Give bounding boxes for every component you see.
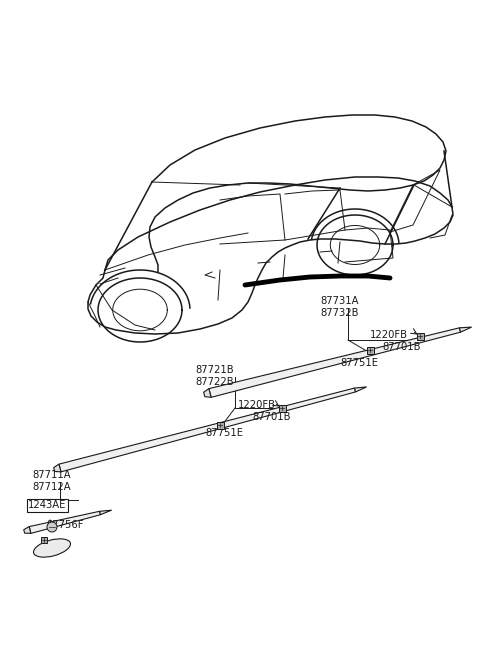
Text: 87722B: 87722B [195, 377, 234, 387]
Text: 87712A: 87712A [32, 482, 71, 492]
Ellipse shape [34, 539, 71, 557]
Text: 87731A: 87731A [320, 296, 359, 306]
Polygon shape [209, 328, 460, 398]
Bar [278, 405, 286, 411]
Text: 87732B: 87732B [320, 308, 359, 318]
Bar [216, 422, 224, 428]
Bar [417, 333, 423, 339]
Bar [367, 346, 373, 354]
Polygon shape [54, 464, 61, 472]
Polygon shape [99, 510, 112, 515]
Bar [41, 537, 47, 543]
Text: 87701B: 87701B [382, 342, 420, 352]
Circle shape [47, 522, 57, 532]
Polygon shape [59, 388, 356, 472]
Polygon shape [459, 327, 472, 332]
Text: 87701B: 87701B [252, 412, 290, 422]
Polygon shape [24, 527, 31, 533]
Text: 1220FB: 1220FB [238, 400, 276, 410]
Text: 87756F: 87756F [46, 520, 84, 530]
Text: 87721B: 87721B [195, 365, 234, 375]
Text: 87711A: 87711A [32, 470, 71, 480]
Text: 87751E: 87751E [340, 358, 378, 368]
Text: 1243AE: 1243AE [28, 500, 66, 510]
Polygon shape [29, 512, 100, 533]
Polygon shape [204, 388, 211, 398]
Polygon shape [355, 387, 367, 392]
Text: 1220FB: 1220FB [370, 330, 408, 340]
Text: 87751E: 87751E [205, 428, 243, 438]
